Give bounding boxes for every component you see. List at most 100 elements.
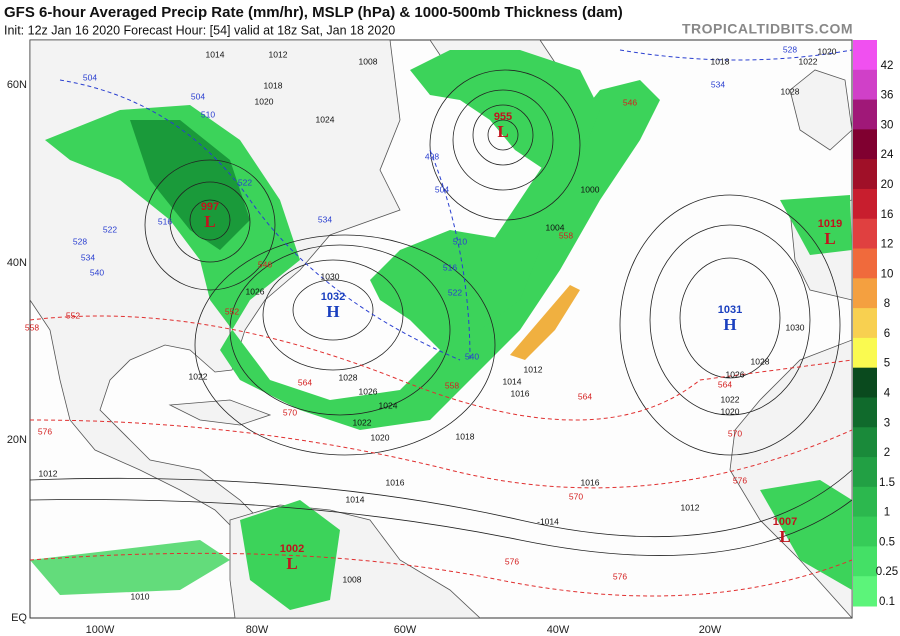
thickness-label: 528 — [73, 236, 87, 246]
colorbar-label: 36 — [881, 90, 894, 102]
thickness-label: 564 — [578, 391, 592, 401]
center-value: 1002 — [280, 543, 304, 555]
isobar-label: 1028 — [751, 356, 770, 366]
colorbar-swatch — [853, 308, 877, 339]
thickness-label: 576 — [733, 475, 747, 485]
subtitle: Init: 12z Jan 16 2020 Forecast Hour: [54… — [4, 23, 395, 37]
thickness-label: 558 — [25, 322, 39, 332]
colorbar-label: 10 — [881, 268, 894, 280]
isobar-label: 1020 — [255, 96, 274, 106]
colorbar-swatch — [853, 457, 877, 488]
thickness-label: 558 — [445, 380, 459, 390]
isobar-label: 1016 — [511, 388, 530, 398]
thickness-label: 534 — [711, 79, 725, 89]
thickness-label: 528 — [783, 44, 797, 54]
center-value: 1032 — [321, 291, 345, 303]
colorbar-label: 42 — [881, 60, 894, 72]
isobar-label: 1028 — [339, 372, 358, 382]
isobar-label: 1018 — [456, 431, 475, 441]
thickness-label: 564 — [718, 379, 732, 389]
colorbar-label: 0.25 — [876, 566, 898, 578]
colorbar-swatch — [853, 367, 877, 398]
thickness-label: 522 — [238, 177, 252, 187]
thickness — [30, 49, 852, 597]
colorbar-swatch — [853, 397, 877, 428]
lat-label: EQ — [11, 612, 27, 624]
precip-europe — [780, 195, 852, 255]
colorbar-swatch — [853, 159, 877, 190]
isobar-label: 1028 — [781, 86, 800, 96]
colorbar-label: 4 — [884, 388, 891, 400]
lon-label: 60W — [394, 624, 417, 636]
precip-area — [370, 230, 540, 350]
isobar-label: 1008 — [359, 56, 378, 66]
thickness-label: 516 — [443, 262, 457, 272]
colorbar-label: 3 — [884, 417, 890, 429]
colorbar-label: 16 — [881, 209, 894, 221]
colorbar-swatch — [853, 486, 877, 518]
colorbar-swatch — [853, 99, 877, 130]
colorbar-swatch — [853, 576, 877, 607]
thickness-label: 570 — [728, 428, 742, 438]
center-value: 955 — [494, 111, 512, 123]
isobar-label: 1014 — [346, 494, 365, 504]
isobar-label: 1026 — [726, 369, 745, 379]
colorbar-swatch — [853, 188, 877, 220]
thickness-label: 534 — [81, 252, 95, 262]
center-letter: H — [326, 302, 339, 321]
thickness-label: 564 — [298, 377, 312, 387]
thickness-label: 498 — [425, 151, 439, 161]
lon-label: 40W — [547, 624, 570, 636]
colorbar-swatch — [853, 40, 877, 71]
isobars — [30, 69, 852, 556]
colorbar-swatch — [853, 278, 877, 309]
precip-africa — [760, 480, 852, 590]
center-letter: L — [824, 229, 835, 248]
colorbar-label: 12 — [881, 239, 894, 251]
colorbar-swatch — [853, 129, 877, 160]
thickness-label: 576 — [505, 556, 519, 566]
center-letter: L — [497, 122, 508, 141]
center-value: 997 — [201, 201, 219, 213]
isobar-label: 1026 — [359, 386, 378, 396]
map-area — [29, 39, 853, 619]
british-isles — [789, 69, 852, 151]
isobar-label: 1020 — [818, 46, 837, 56]
center-value: 1031 — [718, 304, 742, 316]
center-letter: H — [723, 315, 736, 334]
thickness-label: 510 — [201, 109, 215, 119]
isobar-label: 1012 — [269, 49, 288, 59]
isobar-label: 1014 — [206, 49, 225, 59]
thickness-label: 516 — [158, 216, 172, 226]
isobar-label: 1016 — [581, 477, 600, 487]
thickness-label: 546 — [258, 259, 272, 269]
colorbar-swatch — [853, 546, 877, 577]
thickness-label: 546 — [623, 97, 637, 107]
thickness-label: 534 — [318, 214, 332, 224]
isobar-label: 1020 — [371, 432, 390, 442]
colorbar-label: 6 — [884, 328, 890, 340]
isobar-label: 1010 — [131, 591, 150, 601]
isobar-label: 1014 — [503, 376, 522, 386]
isobar-label: 1008 — [343, 574, 362, 584]
thickness-label: 522 — [448, 287, 462, 297]
thickness-label: 504 — [435, 184, 449, 194]
thickness-label: 510 — [453, 236, 467, 246]
thickness-label: 552 — [66, 310, 80, 320]
lon-label: 80W — [246, 624, 269, 636]
thickness-label: 570 — [283, 407, 297, 417]
lon-label: 100W — [86, 624, 115, 636]
colorbar-swatch — [853, 516, 877, 547]
colorbar-swatch — [853, 427, 877, 458]
center-letter: L — [779, 527, 790, 546]
lat-label: 40N — [7, 257, 27, 269]
thickness-label: 558 — [559, 230, 573, 240]
isobar-label: 1022 — [799, 56, 818, 66]
isobar-label: 1016 — [386, 477, 405, 487]
precip-heavy — [510, 285, 580, 360]
isobar-label: 1018 — [264, 80, 283, 90]
isobar-label: 1000 — [581, 184, 600, 194]
colorbar-swatch — [853, 248, 877, 279]
lat-label: 20N — [7, 434, 27, 446]
